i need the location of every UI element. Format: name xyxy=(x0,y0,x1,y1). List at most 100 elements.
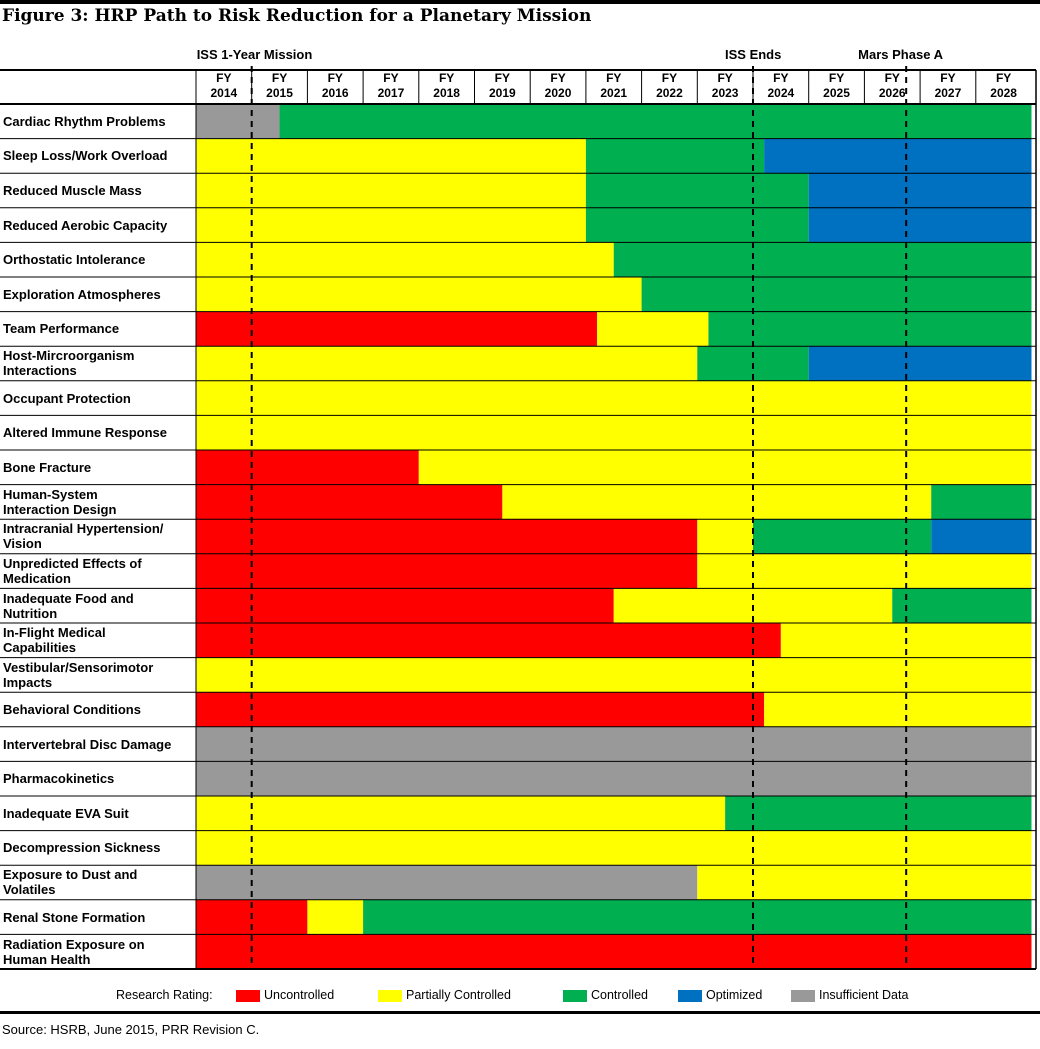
risk-segment xyxy=(196,657,1032,693)
risk-segment xyxy=(196,104,280,139)
legend-title: Research Rating: xyxy=(116,988,213,1002)
risk-segment xyxy=(931,519,1032,554)
risk-segment xyxy=(725,796,1032,831)
risk-segment xyxy=(196,242,614,277)
year-header: FY 2025 xyxy=(823,71,850,100)
risk-segment xyxy=(697,519,753,554)
year-header: FY 2020 xyxy=(544,71,572,100)
risk-segment xyxy=(585,207,809,243)
top-rule xyxy=(0,0,1040,4)
risk-label: Occupant Protection xyxy=(3,390,131,406)
risk-segment xyxy=(418,450,1032,485)
risk-segment xyxy=(279,104,1032,139)
year-header: FY 2022 xyxy=(656,71,683,100)
risk-label: Decompression Sickness xyxy=(3,840,161,856)
risk-label: Inadequate EVA Suit xyxy=(3,805,129,821)
risk-label: Altered Immune Response xyxy=(3,425,167,441)
risk-segment xyxy=(196,207,586,243)
risk-segment xyxy=(196,934,1032,969)
legend-label: Controlled xyxy=(591,988,648,1002)
risk-label: Unpredicted Effects of Medication xyxy=(3,556,142,587)
risk-segment xyxy=(697,553,1032,589)
risk-segment xyxy=(196,380,1032,416)
year-header: FY 2017 xyxy=(377,71,405,100)
risk-segment xyxy=(697,865,1032,900)
risk-segment xyxy=(307,899,364,935)
risk-segment xyxy=(196,726,1032,762)
risk-label: Cardiac Rhythm Problems xyxy=(3,113,166,129)
risk-segment xyxy=(196,865,698,900)
year-header: FY 2026 xyxy=(878,71,906,100)
risk-segment xyxy=(585,173,809,208)
year-header: FY 2024 xyxy=(767,71,795,100)
risk-label: Host-Mircroorganism Interactions xyxy=(3,348,135,379)
legend-swatch xyxy=(563,990,587,1002)
risk-label: Reduced Aerobic Capacity xyxy=(3,217,168,233)
risk-segment xyxy=(196,830,1032,866)
risk-segment xyxy=(585,138,765,174)
year-header: FY 2027 xyxy=(934,71,962,100)
risk-label: Sleep Loss/Work Overload xyxy=(3,148,168,164)
year-header: FY 2015 xyxy=(266,71,293,100)
risk-segment xyxy=(196,415,1032,450)
risk-label: Exploration Atmospheres xyxy=(3,286,161,302)
legend-swatch xyxy=(791,990,815,1002)
legend-swatch xyxy=(236,990,260,1002)
risk-segment xyxy=(196,588,614,623)
risk-segment xyxy=(613,242,1032,277)
risk-segment xyxy=(363,899,1032,935)
year-header: FY 2014 xyxy=(210,71,238,100)
year-header: FY 2023 xyxy=(711,71,739,100)
risk-label: Team Performance xyxy=(3,321,120,337)
risk-label: Renal Stone Formation xyxy=(3,909,146,925)
risk-label: In-Flight Medical Capabilities xyxy=(3,625,106,656)
risk-label: Reduced Muscle Mass xyxy=(3,182,142,198)
risk-segment xyxy=(196,519,698,554)
source-note: Source: HSRB, June 2015, PRR Revision C. xyxy=(2,1022,260,1037)
risk-label: Intracranial Hypertension/ Vision xyxy=(3,521,164,552)
legend-label: Optimized xyxy=(706,988,763,1002)
risk-segment xyxy=(196,311,598,347)
legend-label: Insufficient Data xyxy=(819,988,909,1002)
legend-swatch xyxy=(378,990,402,1002)
risk-label: Exposure to Dust and Volatiles xyxy=(3,867,138,898)
risk-segment xyxy=(808,346,1032,381)
risk-label: Pharmacokinetics xyxy=(3,771,115,787)
figure-title: Figure 3: HRP Path to Risk Reduction for… xyxy=(2,6,592,26)
risk-segment xyxy=(196,277,642,312)
year-header: FY 2016 xyxy=(321,71,349,100)
legend-swatch xyxy=(678,990,702,1002)
year-header: FY 2021 xyxy=(600,71,628,100)
risk-label: Inadequate Food and Nutrition xyxy=(3,590,134,621)
bottom-rule xyxy=(0,1011,1040,1014)
risk-segment xyxy=(753,519,932,554)
risk-label: Vestibular/Sensorimotor Impacts xyxy=(3,659,154,690)
risk-label: Intervertebral Disc Damage xyxy=(3,736,172,752)
risk-segment xyxy=(892,588,1032,623)
marker-label: Mars Phase A xyxy=(858,47,943,62)
risk-segment xyxy=(196,450,419,485)
year-header: FY 2028 xyxy=(990,71,1017,100)
risk-segment xyxy=(808,173,1032,208)
risk-segment xyxy=(808,207,1032,243)
timeline-chart xyxy=(0,66,1037,970)
risk-segment xyxy=(196,623,781,658)
risk-segment xyxy=(764,692,1032,727)
risk-segment xyxy=(931,484,1032,520)
risk-segment xyxy=(196,484,503,520)
risk-segment xyxy=(641,277,1032,312)
year-header: FY 2018 xyxy=(433,71,460,100)
risk-label: Human-System Interaction Design xyxy=(3,486,117,517)
risk-label: Radiation Exposure on Human Health xyxy=(3,936,145,967)
year-header: FY 2019 xyxy=(488,71,516,100)
risk-segment xyxy=(502,484,932,520)
risk-segment xyxy=(196,761,1032,796)
marker-label: ISS 1-Year Mission xyxy=(196,47,313,62)
marker-label: ISS Ends xyxy=(725,47,782,62)
risk-label: Behavioral Conditions xyxy=(3,701,141,717)
legend-label: Partially Controlled xyxy=(406,988,511,1002)
risk-segment xyxy=(764,138,1032,174)
risk-segment xyxy=(196,796,726,831)
risk-segment xyxy=(196,173,586,208)
risk-label: Orthostatic Intolerance xyxy=(3,252,146,268)
